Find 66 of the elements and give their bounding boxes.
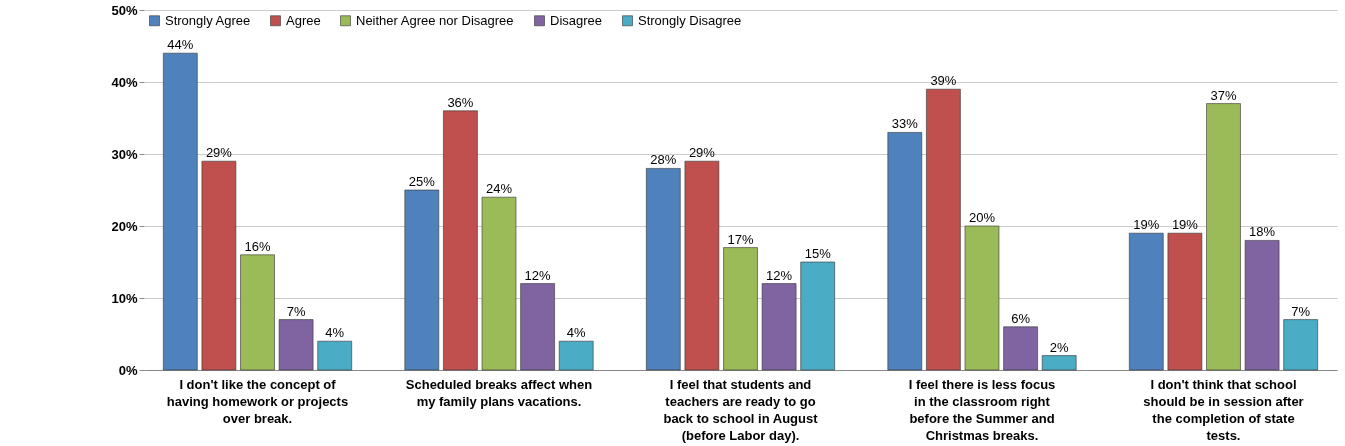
text: 17% xyxy=(727,231,754,247)
bar xyxy=(761,283,797,371)
bar xyxy=(443,110,478,371)
text: 29% xyxy=(688,145,715,161)
bar xyxy=(240,254,275,371)
text: 24% xyxy=(485,181,513,197)
legend-label: Neither Agree nor Disagree xyxy=(356,12,514,28)
bar xyxy=(520,283,555,371)
x-tick-label: Scheduled breaks affect when my family plans vacations. xyxy=(405,376,593,409)
text: 39% xyxy=(930,73,957,89)
bar xyxy=(1129,232,1164,371)
bar xyxy=(404,189,440,371)
bar xyxy=(278,319,314,371)
text: 25% xyxy=(408,174,435,189)
text: 12% xyxy=(524,267,551,283)
x-tick-label: I feel that students and teachers are ready to go back to school in August (before Labor day). xyxy=(663,376,819,443)
bar xyxy=(481,196,517,371)
bar xyxy=(1167,232,1203,371)
y-tick-label: 0% xyxy=(118,362,138,378)
text: 37% xyxy=(1210,87,1237,103)
text: 12% xyxy=(766,267,793,283)
bar xyxy=(163,52,198,371)
text: 4% xyxy=(325,325,345,341)
bar xyxy=(1283,319,1318,371)
bar xyxy=(926,88,961,371)
bar xyxy=(201,160,237,371)
text: 4% xyxy=(566,325,586,341)
legend-label: Disagree xyxy=(550,12,603,28)
text: 20% xyxy=(968,210,996,225)
text: 6% xyxy=(1011,310,1030,326)
bar xyxy=(317,340,352,371)
y-tick-label: 40% xyxy=(111,74,138,90)
text: 19% xyxy=(1171,217,1198,233)
text: 36% xyxy=(447,94,474,110)
text: 7% xyxy=(286,303,306,319)
bar xyxy=(646,168,681,371)
text: 28% xyxy=(650,152,677,168)
legend-label: Strongly Agree xyxy=(165,12,251,28)
text: 19% xyxy=(1133,217,1160,233)
text: 7% xyxy=(1291,303,1311,319)
x-tick-label: I don't like the concept of having homework or projects over break. xyxy=(166,376,349,426)
bar xyxy=(964,225,1000,371)
legend-label: Agree xyxy=(286,12,321,28)
x-tick-label: I feel there is less focus in the classroom right before the Summer and Christmas breaks. xyxy=(908,376,1056,443)
text: 33% xyxy=(891,116,918,132)
x-tick-label: I don't think that school should be in session after the completion of state tests. xyxy=(1143,376,1304,443)
bar xyxy=(558,340,594,371)
text: 15% xyxy=(804,246,831,261)
bar xyxy=(723,247,758,371)
y-tick-label: 20% xyxy=(111,218,138,234)
y-tick-label: 50% xyxy=(111,2,138,18)
legend-label: Strongly Disagree xyxy=(638,12,742,28)
bar xyxy=(684,160,720,371)
bar xyxy=(1206,103,1241,371)
bar xyxy=(1244,240,1280,371)
bar xyxy=(1041,355,1077,371)
text: 44% xyxy=(167,37,194,53)
text: 18% xyxy=(1249,224,1276,240)
bar xyxy=(887,132,923,371)
text: 2% xyxy=(1049,339,1069,355)
bar xyxy=(800,261,835,371)
y-tick-label: 30% xyxy=(111,146,138,162)
text: 29% xyxy=(205,145,232,161)
text: 16% xyxy=(244,238,271,254)
bar xyxy=(1003,326,1038,371)
y-tick-label: 10% xyxy=(111,290,138,306)
